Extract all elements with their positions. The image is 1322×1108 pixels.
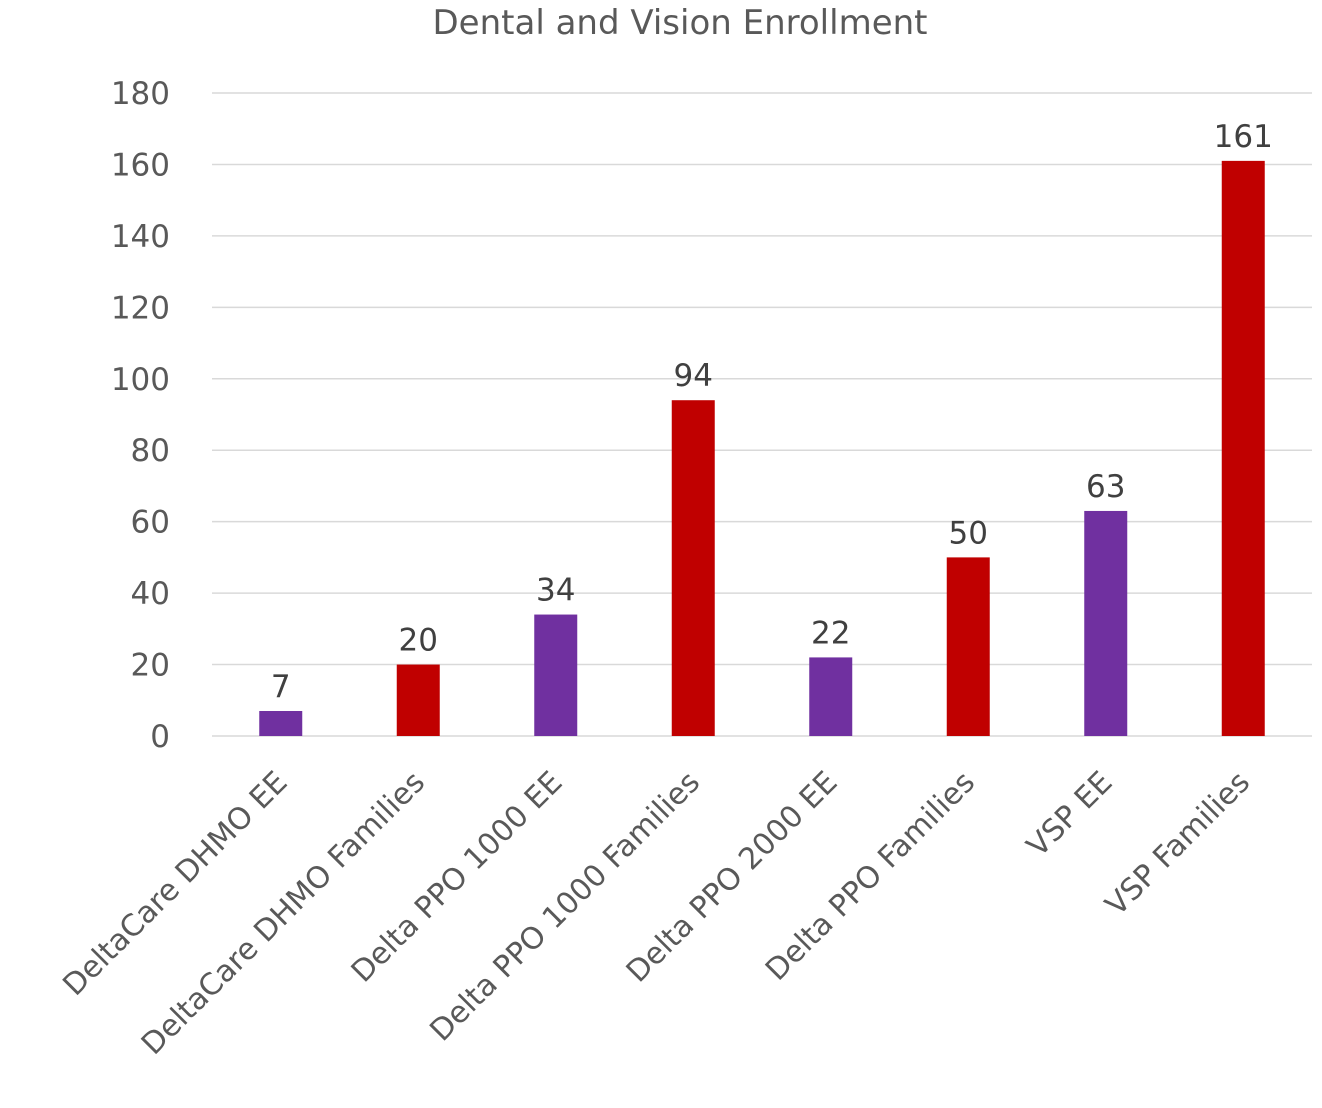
x-category-label: VSP Families	[1099, 765, 1257, 923]
data-label: 63	[1086, 469, 1125, 505]
bar	[1221, 160, 1265, 737]
gridlines	[212, 92, 1312, 737]
x-category-label: DeltaCare DHMO Families	[135, 765, 432, 1062]
bar	[534, 614, 578, 736]
y-axis-tick-labels: 0 20 40 60 80 100 120 140 160 180	[111, 76, 170, 755]
y-tick-label: 0	[150, 719, 170, 755]
x-category-label: Delta PPO 1000 Families	[423, 765, 707, 1049]
y-tick-label: 80	[131, 433, 170, 469]
bar	[1084, 510, 1128, 736]
bar	[671, 400, 715, 736]
data-label: 20	[399, 623, 438, 659]
data-label: 22	[811, 615, 850, 651]
bar	[946, 557, 990, 736]
data-label: 7	[271, 669, 291, 705]
y-tick-label: 60	[131, 505, 170, 541]
x-category-label: DeltaCare DHMO EE	[56, 765, 294, 1003]
data-label: 34	[536, 573, 575, 609]
y-tick-label: 120	[111, 290, 170, 326]
y-tick-label: 100	[111, 362, 170, 398]
y-tick-label: 40	[131, 576, 170, 612]
data-label: 94	[674, 358, 713, 394]
y-tick-label: 140	[111, 219, 170, 255]
bar	[259, 710, 303, 736]
bar	[396, 664, 440, 736]
data-label: 50	[949, 515, 988, 551]
data-label: 161	[1214, 119, 1273, 155]
bars	[259, 160, 1265, 737]
data-labels: 7 20 34 94 22 50 63 161	[271, 119, 1273, 705]
y-tick-label: 20	[131, 648, 170, 684]
y-tick-label: 160	[111, 147, 170, 183]
y-tick-label: 180	[111, 76, 170, 112]
x-category-label: VSP EE	[1020, 765, 1119, 864]
chart-title: Dental and Vision Enrollment	[433, 3, 928, 43]
bar	[809, 657, 853, 736]
